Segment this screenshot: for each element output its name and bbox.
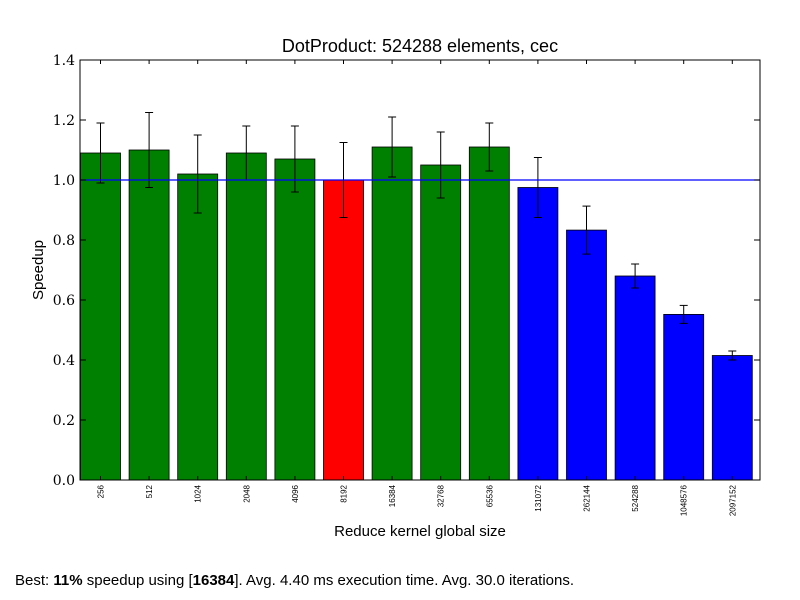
footer-suffix: ]. Avg. 4.40 ms execution time. Avg. 30.… <box>234 572 575 589</box>
bar-16384 <box>371 146 413 481</box>
best-size: 16384 <box>192 572 235 589</box>
y-tick-label-1.4: 1.4 <box>53 53 75 69</box>
x-tick-label-1024: 1024 <box>194 484 203 502</box>
x-tick-label-256: 256 <box>97 484 106 498</box>
bar-262144 <box>566 229 607 481</box>
x-tick-label-131072: 131072 <box>534 484 543 511</box>
y-tick-label-0.0: 0.0 <box>53 473 75 489</box>
footer-prefix: Best: <box>15 572 54 589</box>
bar-2097152 <box>711 355 753 481</box>
footer-mid: speedup using [ <box>82 572 193 589</box>
x-tick-label-262144: 262144 <box>583 484 592 511</box>
bars-group <box>80 146 753 481</box>
bar-512 <box>128 149 170 481</box>
bar-131072 <box>517 187 559 481</box>
y-tick-label-1.0: 1.0 <box>53 173 75 189</box>
y-tick-label-0.4: 0.4 <box>53 353 75 369</box>
x-tick-label-524288: 524288 <box>631 484 640 511</box>
x-axis: 256 512 1024 2048 4096 8192 16384 32768 65536 131… <box>97 60 737 516</box>
summary-footer: Best: 11% speedup using [16384]. Avg. 4.… <box>15 572 574 589</box>
x-tick-label-1048576: 1048576 <box>680 484 689 516</box>
x-tick-label-8192: 8192 <box>340 484 349 502</box>
best-speedup: 11% <box>53 572 83 589</box>
x-tick-label-512: 512 <box>145 484 154 498</box>
chart-title: DotProduct: 524288 elements, cec <box>282 36 558 56</box>
bar-524288 <box>614 275 656 481</box>
bar-1048576 <box>663 313 705 481</box>
y-axis-label: Speedup <box>30 240 47 300</box>
x-axis-label: Reduce kernel global size <box>334 523 506 540</box>
bar-256 <box>80 152 121 481</box>
x-tick-label-4096: 4096 <box>291 484 300 502</box>
bar-2048 <box>225 152 267 481</box>
bar-65536 <box>468 146 510 481</box>
bar-4096 <box>274 158 316 481</box>
x-tick-label-16384: 16384 <box>388 484 397 507</box>
y-tick-label-0.8: 0.8 <box>53 233 75 249</box>
y-tick-label-1.2: 1.2 <box>53 113 75 129</box>
x-tick-label-32768: 32768 <box>437 484 446 507</box>
bar-32768 <box>420 164 462 481</box>
plot-frame <box>79 59 761 481</box>
y-tick-label-0.2: 0.2 <box>53 413 75 429</box>
bar-8192 <box>323 179 364 481</box>
x-tick-label-65536: 65536 <box>485 484 494 507</box>
bar-1024 <box>177 173 219 481</box>
y-axis: 0.0 0.2 0.4 0.6 0.8 1.0 1.2 1.4 <box>53 53 760 489</box>
y-tick-label-0.6: 0.6 <box>53 293 75 309</box>
x-tick-label-2097152: 2097152 <box>728 484 737 516</box>
x-tick-label-2048: 2048 <box>242 484 251 502</box>
